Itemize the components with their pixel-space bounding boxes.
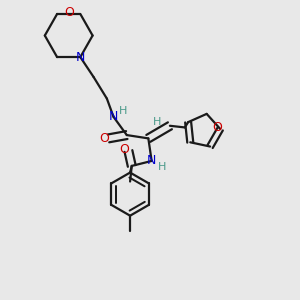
Text: N: N [147,154,156,167]
Text: H: H [158,162,166,172]
Text: O: O [212,121,222,134]
Text: H: H [152,117,161,127]
Text: O: O [119,143,129,156]
Text: N: N [76,51,85,64]
Text: H: H [119,106,128,116]
Text: O: O [99,132,109,145]
Text: N: N [109,110,118,123]
Text: O: O [64,6,74,19]
